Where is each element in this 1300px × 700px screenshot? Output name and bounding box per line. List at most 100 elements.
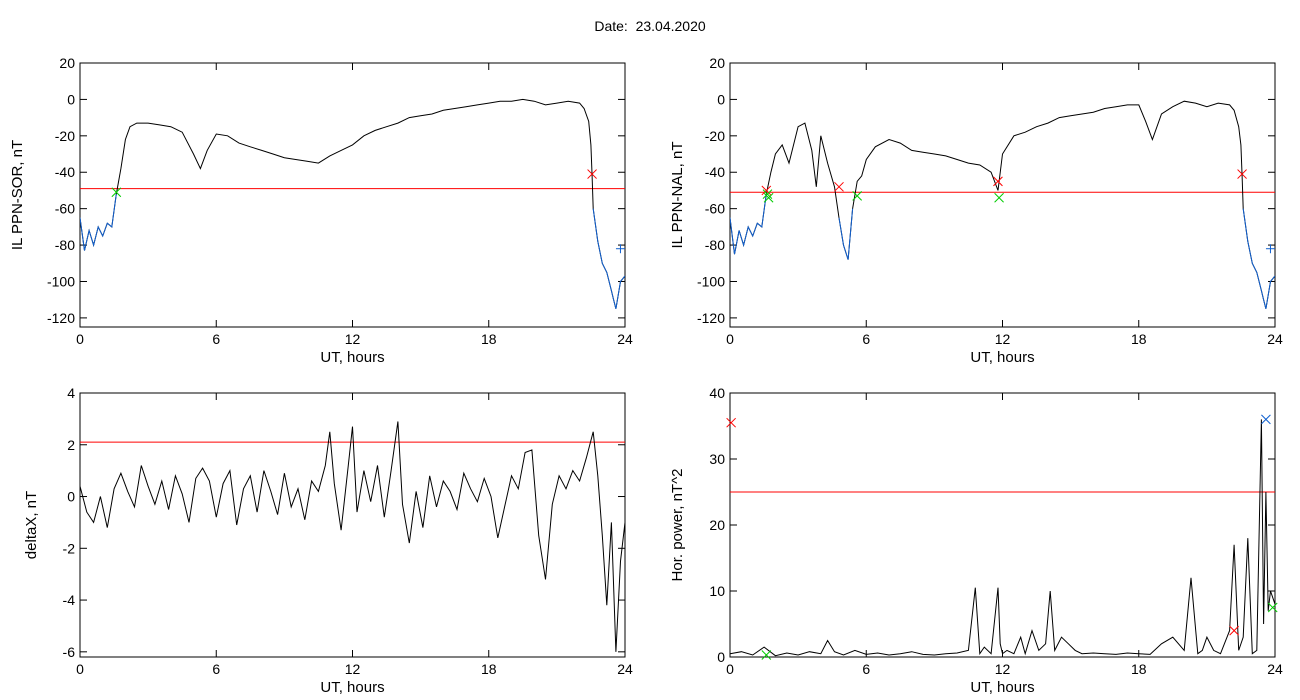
y-tick-label: -100 bbox=[697, 273, 725, 289]
x-tick-label: 0 bbox=[726, 331, 734, 347]
below-threshold-segment bbox=[838, 208, 854, 260]
chart-panel-hor-power: 0 6 12 18 24 40 30 20 10 0 UT, hours Hor. power, nT… bbox=[669, 385, 1283, 696]
y-tick-label: 40 bbox=[709, 385, 725, 401]
event-marker-blue bbox=[1265, 244, 1275, 254]
y-axis-label: IL PPN-SOR, nT bbox=[9, 140, 26, 250]
event-marker-green bbox=[763, 192, 774, 203]
x-tick-label: 12 bbox=[345, 331, 361, 347]
x-tick-label: 12 bbox=[995, 331, 1011, 347]
y-tick-label: -120 bbox=[697, 310, 725, 326]
chart-panel-ppn-nal: 0 6 12 18 24 20 0 -20 -40 -60 -80 -100 -120 UT, hours… bbox=[669, 55, 1283, 366]
x-axis-label: UT, hours bbox=[320, 679, 384, 696]
chart-panel-ppn-sor: 0 6 12 18 24 20 0 -20 -40 -60 -80 -100 -120 UT, hours… bbox=[9, 55, 633, 366]
event-marker-red bbox=[587, 169, 597, 179]
x-tick-label: 12 bbox=[995, 661, 1011, 677]
event-marker-green bbox=[111, 187, 122, 198]
event-marker-green bbox=[994, 192, 1004, 203]
series-line bbox=[80, 421, 625, 652]
y-tick-label: 10 bbox=[709, 583, 725, 599]
series-line bbox=[80, 98, 625, 309]
marker-stroke bbox=[1267, 602, 1278, 613]
marker-stroke bbox=[1261, 414, 1271, 425]
x-axis-label: UT, hours bbox=[970, 679, 1034, 696]
x-tick-label: 18 bbox=[1131, 331, 1147, 347]
below-threshold-segment bbox=[730, 194, 767, 255]
y-tick-label: -2 bbox=[63, 540, 76, 556]
x-tick-label: 0 bbox=[726, 661, 734, 677]
y-tick-label: 2 bbox=[67, 437, 75, 453]
marker-stroke bbox=[763, 192, 774, 203]
x-tick-label: 24 bbox=[1267, 331, 1283, 347]
plot-frame bbox=[729, 392, 1276, 658]
event-marker-red bbox=[1237, 169, 1247, 179]
x-tick-label: 0 bbox=[76, 331, 84, 347]
event-marker-red bbox=[993, 176, 1003, 187]
x-tick-label: 6 bbox=[862, 331, 870, 347]
event-marker-green bbox=[852, 191, 863, 201]
x-tick-label: 6 bbox=[212, 331, 220, 347]
series-line bbox=[730, 419, 1275, 657]
event-marker-blue bbox=[615, 244, 625, 254]
y-tick-label: -40 bbox=[705, 164, 725, 180]
y-tick-label: -20 bbox=[705, 128, 725, 144]
y-tick-label: 0 bbox=[67, 489, 75, 505]
y-tick-label: -100 bbox=[47, 273, 75, 289]
page-title: Date: 23.04.2020 bbox=[594, 18, 706, 34]
marker-stroke bbox=[993, 176, 1003, 187]
y-tick-label: 0 bbox=[717, 649, 725, 665]
y-axis-label: Hor. power, nT^2 bbox=[669, 469, 686, 582]
x-tick-label: 12 bbox=[345, 661, 361, 677]
marker-stroke bbox=[761, 185, 772, 196]
marker-stroke bbox=[852, 191, 863, 201]
marker-stroke bbox=[111, 187, 122, 198]
y-tick-label: -6 bbox=[63, 644, 76, 660]
event-marker-red bbox=[1229, 625, 1239, 636]
x-tick-label: 18 bbox=[481, 661, 497, 677]
below-threshold-segment bbox=[80, 194, 117, 251]
event-marker-green bbox=[762, 189, 773, 199]
y-tick-label: 30 bbox=[709, 451, 725, 467]
y-tick-label: -4 bbox=[63, 592, 76, 608]
y-tick-label: -40 bbox=[55, 164, 75, 180]
marker-stroke bbox=[1229, 625, 1239, 636]
event-marker-red bbox=[834, 181, 844, 192]
marker-stroke bbox=[762, 189, 773, 199]
series-line bbox=[730, 100, 1275, 309]
x-tick-label: 0 bbox=[76, 661, 84, 677]
event-marker-blue bbox=[1261, 414, 1271, 425]
marker-stroke bbox=[994, 192, 1004, 203]
y-tick-label: -60 bbox=[705, 201, 725, 217]
y-tick-label: -80 bbox=[705, 237, 725, 253]
below-threshold-segment bbox=[1242, 208, 1275, 309]
y-tick-label: -20 bbox=[55, 128, 75, 144]
marker-stroke bbox=[1237, 169, 1247, 179]
event-marker-red bbox=[761, 185, 772, 196]
x-tick-label: 24 bbox=[617, 331, 633, 347]
y-axis-label: IL PPN-NAL, nT bbox=[669, 142, 686, 249]
plot-frame bbox=[79, 62, 626, 328]
x-axis-label: UT, hours bbox=[320, 349, 384, 366]
y-tick-label: -120 bbox=[47, 310, 75, 326]
marker-stroke bbox=[726, 417, 736, 428]
marker-stroke bbox=[761, 650, 772, 660]
y-tick-label: 20 bbox=[709, 55, 725, 71]
event-marker-red bbox=[726, 417, 736, 428]
x-axis-label: UT, hours bbox=[970, 349, 1034, 366]
chart-panel-deltax: 0 6 12 18 24 4 2 0 -2 -4 -6 UT, hours deltaX, nT bbox=[23, 385, 633, 696]
marker-stroke bbox=[587, 169, 597, 179]
below-threshold-segment bbox=[592, 208, 625, 309]
y-tick-label: 0 bbox=[717, 91, 725, 107]
x-tick-label: 6 bbox=[212, 661, 220, 677]
x-tick-label: 24 bbox=[617, 661, 633, 677]
x-tick-label: 18 bbox=[1131, 661, 1147, 677]
y-tick-label: -60 bbox=[55, 201, 75, 217]
y-tick-label: -80 bbox=[55, 237, 75, 253]
y-tick-label: 0 bbox=[67, 91, 75, 107]
x-tick-label: 18 bbox=[481, 331, 497, 347]
x-tick-label: 24 bbox=[1267, 661, 1283, 677]
x-tick-label: 6 bbox=[862, 661, 870, 677]
y-tick-label: 4 bbox=[67, 385, 75, 401]
event-marker-green bbox=[761, 650, 772, 660]
event-marker-green bbox=[1267, 602, 1278, 613]
